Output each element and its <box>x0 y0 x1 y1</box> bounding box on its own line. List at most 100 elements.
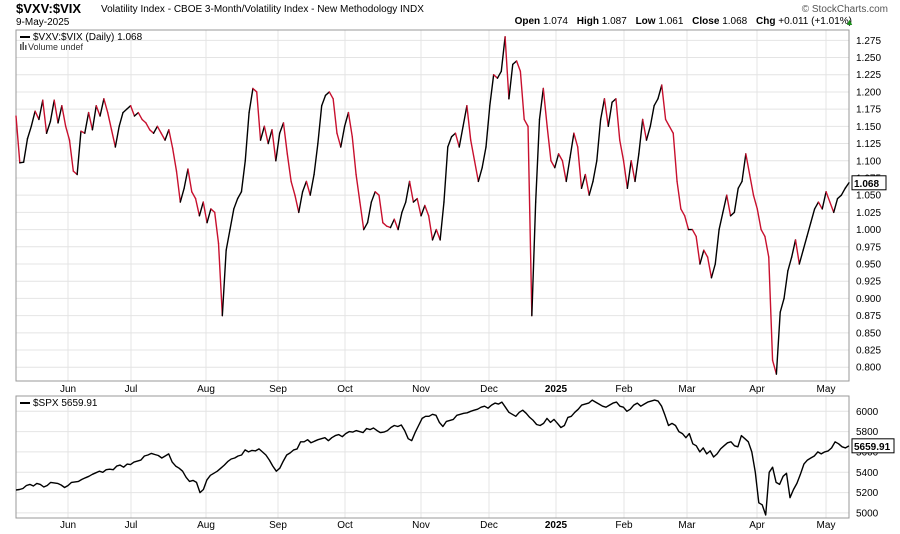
x-tick-label: Jul <box>125 384 138 395</box>
series-segment <box>836 194 843 200</box>
series-segment <box>504 36 510 100</box>
series-segment <box>129 105 136 117</box>
chart-date: 9-May-2025 <box>16 17 70 28</box>
volume-icon <box>25 45 27 50</box>
series-segment <box>110 129 117 148</box>
series-segment <box>401 201 407 214</box>
last-value-tag <box>851 438 895 454</box>
series-segment <box>450 132 457 138</box>
series-segment <box>787 256 793 272</box>
y-tick-label: 1.100 <box>856 156 881 167</box>
series-segment <box>737 180 743 189</box>
series-line <box>15 399 850 516</box>
series-segment <box>152 125 159 134</box>
series-segment <box>542 87 548 128</box>
series-segment <box>454 132 460 148</box>
y-tick-label: 1.050 <box>856 191 881 202</box>
series-segment <box>431 228 438 241</box>
series-segment <box>683 215 690 231</box>
series-segment <box>745 153 751 176</box>
series-segment <box>301 180 308 193</box>
series-segment <box>473 160 480 183</box>
series-segment <box>267 129 273 145</box>
series-segment <box>61 105 67 128</box>
series-segment <box>363 222 369 231</box>
y-tick-label: 1.175 <box>856 105 881 116</box>
series-segment <box>661 84 667 121</box>
series-segment <box>76 130 82 176</box>
x-tick-label: Sep <box>269 384 287 395</box>
series-segment <box>187 168 193 193</box>
y-tick-label: 0.975 <box>856 242 881 253</box>
series-segment <box>156 125 162 134</box>
series-segment <box>427 215 434 241</box>
series-segment <box>706 256 713 279</box>
series-segment <box>320 94 327 107</box>
series-segment <box>615 98 621 141</box>
series-segment <box>695 235 701 265</box>
x-tick-label: Sep <box>269 520 287 531</box>
series-segment <box>527 125 533 317</box>
series-segment <box>393 218 399 231</box>
series-segment <box>286 153 292 183</box>
panel-border <box>15 395 850 519</box>
series-segment <box>596 118 602 162</box>
series-segment <box>198 201 204 217</box>
legend-label: $SPX 5659.91 <box>33 398 98 409</box>
series-segment <box>817 201 823 210</box>
series-segment <box>722 194 728 214</box>
series-segment <box>275 132 281 162</box>
series-segment <box>470 139 476 162</box>
series-segment <box>783 270 789 300</box>
series-segment <box>829 201 835 214</box>
series-segment <box>580 173 587 189</box>
series-segment <box>15 115 21 164</box>
series-segment <box>771 359 778 375</box>
x-tick-label: Nov <box>412 520 430 531</box>
sublegend-label: Volume undef <box>28 42 84 52</box>
series-segment <box>691 228 697 238</box>
x-tick-label: Dec <box>480 520 498 531</box>
series-segment <box>703 249 709 258</box>
y-tick-label: 0.825 <box>856 346 881 357</box>
series-segment <box>752 194 758 210</box>
series-segment <box>500 36 506 72</box>
y-tick-label: 5800 <box>856 427 879 438</box>
series-segment <box>202 201 208 224</box>
series-segment <box>340 125 346 148</box>
x-tick-label: Mar <box>678 384 696 395</box>
series-segment <box>622 160 629 189</box>
series-segment <box>508 63 514 100</box>
last-value-label: 5659.91 <box>854 442 891 453</box>
series-segment <box>366 201 373 224</box>
series-segment <box>748 173 755 196</box>
series-segment <box>171 147 178 172</box>
y-tick-label: 0.850 <box>856 328 881 339</box>
series-segment <box>626 160 632 189</box>
series-segment <box>412 197 418 203</box>
series-segment <box>554 153 560 169</box>
series-segment <box>34 110 40 121</box>
series-segment <box>634 153 640 183</box>
series-segment <box>103 98 109 114</box>
series-segment <box>794 239 801 265</box>
series-segment <box>810 208 816 224</box>
close-label: Close <box>692 16 720 27</box>
series-segment <box>534 118 541 203</box>
series-segment <box>175 170 182 203</box>
open-label: Open <box>514 16 541 27</box>
x-tick-label: May <box>817 384 836 395</box>
series-segment <box>775 311 781 375</box>
series-segment <box>95 105 101 117</box>
series-segment <box>256 91 262 141</box>
spx_panel: 600058005600540052005000JunJulAugSepOctN… <box>15 395 895 531</box>
series-segment <box>359 201 365 231</box>
series-segment <box>126 105 132 110</box>
series-segment <box>416 197 422 217</box>
y-tick-label: 1.000 <box>856 225 881 236</box>
series-segment <box>114 125 120 148</box>
series-segment <box>569 132 575 159</box>
series-segment <box>378 194 384 224</box>
chg-label: Chg <box>756 16 776 27</box>
series-segment <box>332 98 338 134</box>
